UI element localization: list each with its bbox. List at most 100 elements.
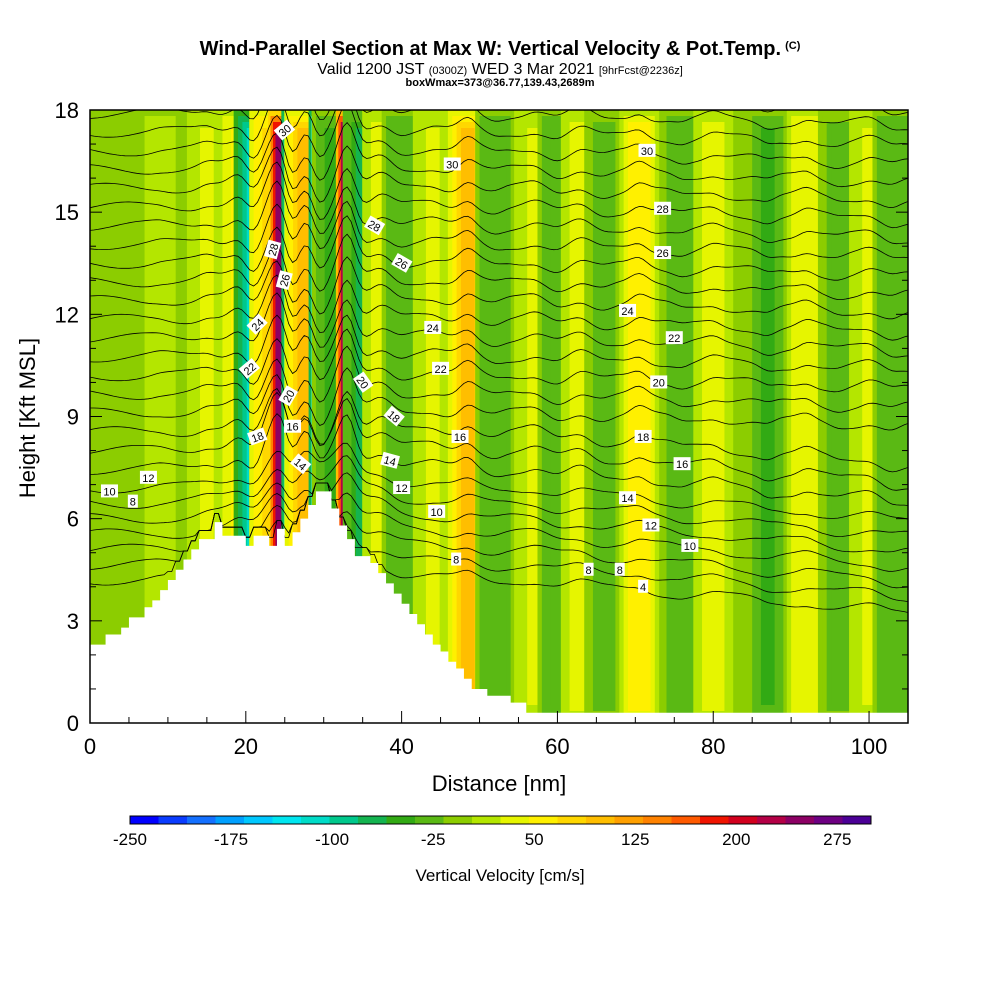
theta-contours	[90, 110, 908, 613]
contour-label: 28	[264, 239, 282, 260]
theta-contour-line	[90, 314, 908, 372]
colorbar-swatch	[785, 816, 815, 824]
contour-label: 8	[127, 494, 138, 509]
contour-label: 26	[654, 246, 672, 260]
colorbar-tick-label: -100	[315, 830, 349, 849]
contour-label-text: 30	[641, 146, 653, 158]
contour-label-text: 4	[640, 582, 646, 594]
colorbar-swatch	[158, 816, 188, 824]
contour-label: 26	[275, 270, 293, 291]
contour-label: 10	[681, 538, 699, 553]
contour-label-text: 26	[393, 256, 410, 273]
colorbar-swatch	[529, 816, 558, 824]
y-tick-label: 9	[67, 405, 79, 430]
x-axis: 0 20 40 60 80 100	[84, 711, 909, 759]
x-tick-label: 60	[545, 734, 569, 759]
contour-label: 30	[638, 143, 656, 158]
contour-label-text: 28	[366, 218, 383, 235]
theta-contour-line	[90, 482, 908, 589]
velocity-band	[885, 128, 900, 705]
theta-contour-line	[758, 110, 908, 116]
contour-label: 18	[634, 429, 652, 444]
theta-contour-line	[90, 161, 908, 229]
velocity-band	[153, 128, 167, 705]
chart-title: Wind-Parallel Section at Max W: Vertical…	[199, 38, 801, 60]
theta-contour-line	[90, 215, 908, 281]
colorbar-tick-label: -250	[113, 830, 147, 849]
velocity-band	[675, 128, 689, 705]
contour-label-text: 12	[395, 483, 407, 495]
contour-label: 16	[673, 457, 691, 471]
colorbar-swatch	[215, 816, 245, 824]
colorbar-swatch	[700, 816, 729, 824]
contour-label: 22	[432, 361, 450, 376]
contour-label: 16	[284, 419, 302, 434]
colorbar-swatch	[187, 816, 216, 824]
title-tag: (C)	[785, 40, 801, 52]
contour-label: 28	[363, 215, 386, 236]
velocity-band	[831, 128, 845, 705]
contour-label: 26	[391, 252, 413, 273]
colorbar: -250 -175 -100 -25 50 125 200 275	[113, 815, 872, 849]
colorbar-swatch	[586, 816, 615, 824]
contour-label-text: 16	[676, 459, 688, 471]
theta-contour-line	[90, 367, 908, 431]
velocity-band	[488, 128, 502, 705]
theta-contour-line	[90, 180, 908, 245]
x-tick-label: 0	[84, 734, 96, 759]
colorbar-swatch	[386, 816, 416, 824]
contour-label-text: 16	[454, 432, 466, 444]
contour-label-text: 8	[586, 565, 592, 577]
contour-label: 14	[619, 491, 637, 505]
contour-label-text: 24	[621, 306, 633, 318]
x-tick-label: 20	[234, 734, 258, 759]
contour-label: 16	[451, 429, 469, 444]
contour-label: 8	[451, 552, 462, 567]
colorbar-swatch	[329, 816, 359, 824]
y-tick-label: 12	[55, 302, 79, 327]
colorbar-swatch	[472, 816, 501, 824]
velocity-band	[460, 128, 475, 705]
contour-label: 22	[665, 331, 683, 345]
contour-label: 12	[139, 470, 157, 485]
theta-contour-line	[90, 121, 908, 188]
theta-contour-line	[90, 442, 908, 520]
theta-contour-line	[90, 345, 908, 413]
contour-label-text: 26	[656, 248, 668, 260]
colorbar-swatch	[757, 816, 786, 824]
colorbar-tick-label: 275	[823, 830, 851, 849]
theta-contour-line	[90, 455, 908, 538]
theta-contour-line	[90, 200, 908, 258]
contour-label-text: 30	[446, 159, 458, 171]
x-tick-label: 100	[851, 734, 888, 759]
theta-contour-line	[90, 274, 908, 341]
contour-label-text: 12	[142, 473, 154, 485]
contour-label: 20	[352, 371, 374, 393]
contour-label: 8	[583, 562, 594, 577]
contour-label: 24	[424, 320, 442, 335]
terrain-mask	[90, 491, 908, 723]
contour-label-text: 26	[278, 273, 293, 288]
contour-label-text: 12	[645, 520, 657, 532]
colorbar-swatch	[728, 816, 758, 824]
colorbar-swatch	[244, 816, 273, 824]
velocity-band	[706, 128, 721, 705]
theta-contour-line	[90, 391, 908, 491]
velocity-band	[425, 128, 440, 705]
contour-label-text: 24	[427, 323, 439, 335]
colorbar-tick-label: -25	[421, 830, 446, 849]
colorbar-swatch	[814, 816, 843, 824]
theta-contour-line	[90, 328, 908, 393]
contour-label-text: 8	[617, 565, 623, 577]
theta-contour-line	[90, 110, 908, 147]
colorbar-swatch	[643, 816, 672, 824]
contour-label-text: 22	[668, 333, 680, 345]
colorbar-swatch	[358, 816, 387, 824]
theta-contour-line	[90, 472, 908, 553]
contour-label-text: 28	[267, 242, 282, 257]
chart-subtitle: Valid 1200 JST (0300Z) WED 3 Mar 2021 [9…	[317, 61, 683, 78]
colorbar-swatch	[842, 816, 872, 824]
colorbar-swatch	[130, 816, 159, 824]
